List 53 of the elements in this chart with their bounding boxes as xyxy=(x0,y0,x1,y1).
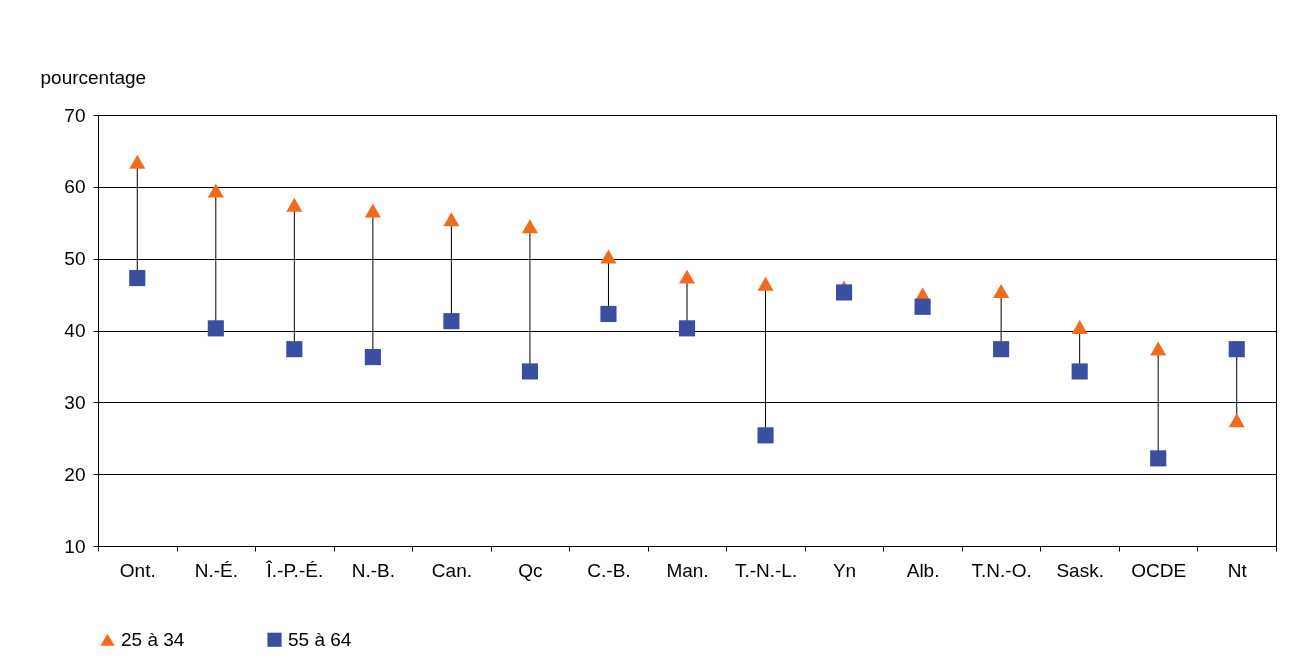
point xyxy=(993,284,1010,298)
x-tick-label: N.-B. xyxy=(351,559,396,581)
legend-label: 25 à 34 xyxy=(121,628,185,650)
x-tick-label: C.-B. xyxy=(587,559,631,581)
point xyxy=(207,183,224,198)
x-tick-label: Can. xyxy=(431,559,472,581)
x-tick-label: T.N.-O. xyxy=(971,559,1032,581)
point xyxy=(678,320,696,337)
x-tick-label: N.-É. xyxy=(194,559,238,581)
point xyxy=(521,219,538,234)
point xyxy=(521,363,538,380)
y-tick-label: 20 xyxy=(64,463,86,485)
point xyxy=(443,212,460,227)
x-tick-label: Alb. xyxy=(906,559,940,581)
y-tick-label: 40 xyxy=(64,320,86,341)
point xyxy=(286,197,303,212)
x-tick-label: Ont. xyxy=(119,559,156,581)
point xyxy=(1071,319,1088,334)
legend-label: 55 à 64 xyxy=(288,628,352,650)
point xyxy=(364,349,381,366)
x-tick-label: Î.-P.-É. xyxy=(265,559,324,581)
point xyxy=(286,341,303,358)
point xyxy=(443,313,460,330)
point xyxy=(1071,363,1088,380)
point xyxy=(914,298,931,315)
y-tick-label: 50 xyxy=(64,248,86,270)
point xyxy=(129,270,146,287)
x-tick-label: T.-N.-L. xyxy=(734,559,798,581)
point xyxy=(1150,450,1167,467)
x-tick-label: Qc xyxy=(518,559,543,581)
point xyxy=(364,203,381,218)
y-axis-title: pourcentage xyxy=(40,66,147,88)
x-tick-label: Nt xyxy=(1227,559,1248,581)
point xyxy=(600,249,617,264)
point xyxy=(757,427,774,444)
x-tick-label: Yn xyxy=(832,559,857,581)
x-tick-label: Sask. xyxy=(1056,559,1104,581)
point xyxy=(1228,413,1245,428)
point xyxy=(1150,341,1167,356)
x-tick-label: Man. xyxy=(666,559,709,581)
point xyxy=(836,284,853,301)
point xyxy=(600,305,617,323)
y-tick-label: 70 xyxy=(64,104,86,126)
point xyxy=(678,269,696,284)
x-tick-label: OCDE xyxy=(1131,559,1187,581)
point xyxy=(207,320,224,337)
point xyxy=(1228,341,1245,358)
point xyxy=(129,154,146,169)
y-tick-label: 10 xyxy=(64,535,86,557)
point xyxy=(993,341,1010,358)
point xyxy=(757,276,774,291)
y-tick-label: 30 xyxy=(64,391,86,413)
y-tick-label: 60 xyxy=(64,176,86,198)
